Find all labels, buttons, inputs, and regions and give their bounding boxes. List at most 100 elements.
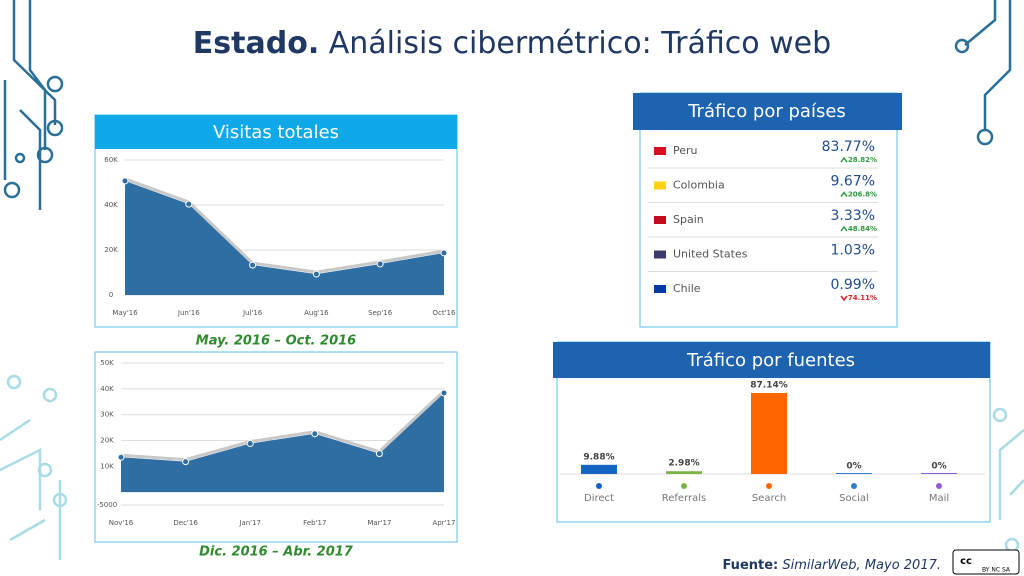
country-change: 206.8% [848, 191, 877, 199]
trend-arrow [840, 156, 848, 163]
trend-arrow [840, 295, 848, 302]
source-icon [936, 483, 942, 489]
country-name: United States [673, 248, 748, 261]
value-label: 9.88% [583, 452, 614, 462]
x-tick-label: Referrals [662, 493, 707, 504]
country-name: Spain [673, 213, 704, 226]
point [117, 453, 125, 461]
caption: May. 2016 – Oct. 2016 [196, 334, 356, 349]
country-change: 28.82% [848, 156, 877, 164]
trend-arrow [840, 225, 848, 232]
y-tick-label: -5000 [97, 501, 117, 509]
title-text: Análisis cibermétrico: Tráfico web [329, 26, 831, 61]
flag [654, 216, 666, 224]
source-label: Fuente: [722, 558, 778, 573]
value-label: 0% [846, 462, 861, 472]
point [311, 430, 319, 438]
x-tick-label: Social [839, 493, 869, 504]
country-share: 83.77% [822, 139, 875, 155]
license-badge [952, 549, 1020, 575]
source-icon [596, 483, 602, 489]
caption: Dic. 2016 – Abr. 2017 [199, 545, 354, 560]
point [246, 440, 254, 448]
x-tick-label: Sep'16 [368, 309, 393, 317]
bar [751, 393, 787, 474]
license-icon: cc [960, 556, 972, 567]
x-tick-label: Mar'17 [367, 519, 391, 527]
panel-header [553, 342, 990, 378]
flag [654, 147, 666, 155]
x-tick-label: Dec'16 [173, 519, 198, 527]
x-tick-label: Jan'17 [238, 519, 261, 527]
country-change: 74.11% [848, 294, 877, 302]
country-share: 9.67% [831, 174, 875, 190]
y-tick-label: 40K [104, 201, 118, 209]
country-change: 48.84% [848, 225, 877, 233]
panel-header [95, 115, 457, 149]
bar [921, 473, 957, 474]
country-share: 3.33% [831, 208, 875, 224]
y-tick-label: 10K [100, 462, 114, 470]
point [375, 450, 383, 458]
x-tick-label: Search [752, 493, 786, 504]
source-icon [851, 483, 857, 489]
title-bold: Estado. [193, 26, 319, 61]
flag [654, 250, 666, 259]
point [249, 261, 257, 269]
panel-title: Tráfico por fuentes [686, 350, 855, 371]
panel [639, 92, 898, 328]
panel-title: Tráfico por países [687, 101, 846, 122]
decoration [0, 0, 1024, 560]
panel-title: Visitas totales [213, 122, 339, 143]
area [121, 392, 444, 493]
x-tick-label: Feb'17 [303, 519, 326, 527]
country-name: Colombia [673, 179, 725, 192]
x-tick-label: Direct [584, 493, 614, 504]
x-tick-label: Aug'16 [304, 309, 329, 317]
source: Fuente: SimilarWeb, Mayo 2017. [722, 558, 941, 573]
source-icon [681, 483, 687, 489]
y-tick-label: 30K [100, 411, 114, 419]
y-tick-label: 20K [104, 246, 118, 254]
y-tick-label: 0 [109, 291, 113, 299]
source-icon [766, 483, 772, 489]
bar [836, 473, 872, 474]
bar [666, 471, 702, 474]
point [376, 260, 384, 268]
x-tick-label: Oct'16 [433, 309, 456, 317]
y-tick-label: 60K [104, 156, 118, 164]
x-tick-label: Jun'16 [177, 309, 200, 317]
panel-header [633, 93, 902, 130]
point [312, 270, 320, 278]
trend-arrow [840, 191, 848, 197]
slide-title: Estado. Análisis cibermétrico: Tráfico w… [193, 26, 831, 61]
x-tick-label: Apr'17 [433, 519, 456, 527]
x-tick-label: May'16 [112, 309, 138, 317]
country-name: Peru [673, 144, 698, 157]
value-label: 0% [931, 462, 946, 472]
flag [654, 285, 666, 293]
y-tick-label: 40K [100, 385, 114, 393]
country-share: 0.99% [831, 277, 875, 293]
bar [581, 464, 617, 474]
x-tick-label: Jul'16 [242, 309, 263, 317]
area-line [124, 177, 445, 274]
area-line [120, 389, 446, 462]
x-tick-label: Nov'16 [109, 519, 134, 527]
value-label: 2.98% [668, 459, 699, 469]
value-label: 87.14% [750, 381, 788, 391]
point [185, 200, 193, 208]
flag [654, 181, 666, 190]
x-tick-label: Mail [929, 493, 949, 504]
point [182, 458, 190, 466]
source-text: SimilarWeb, Mayo 2017. [782, 558, 941, 573]
country-share: 1.03% [831, 243, 875, 259]
y-tick-label: 50K [100, 359, 114, 367]
country-name: Chile [673, 282, 701, 295]
area [125, 180, 444, 295]
point [121, 177, 129, 185]
point [440, 389, 448, 397]
y-tick-label: 20K [100, 436, 114, 444]
